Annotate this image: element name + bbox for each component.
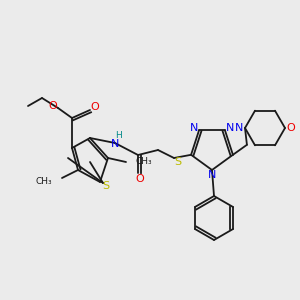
Text: N: N bbox=[235, 123, 243, 133]
Text: CH₃: CH₃ bbox=[35, 178, 52, 187]
Text: O: O bbox=[286, 123, 296, 133]
Text: H: H bbox=[116, 131, 122, 140]
Text: N: N bbox=[190, 123, 198, 133]
Text: S: S bbox=[174, 157, 182, 167]
Text: O: O bbox=[49, 101, 57, 111]
Text: S: S bbox=[102, 181, 110, 191]
Text: N: N bbox=[208, 170, 216, 180]
Text: O: O bbox=[136, 174, 144, 184]
Text: N: N bbox=[226, 123, 234, 133]
Text: O: O bbox=[91, 102, 99, 112]
Text: CH₃: CH₃ bbox=[136, 158, 153, 166]
Text: N: N bbox=[111, 139, 119, 149]
